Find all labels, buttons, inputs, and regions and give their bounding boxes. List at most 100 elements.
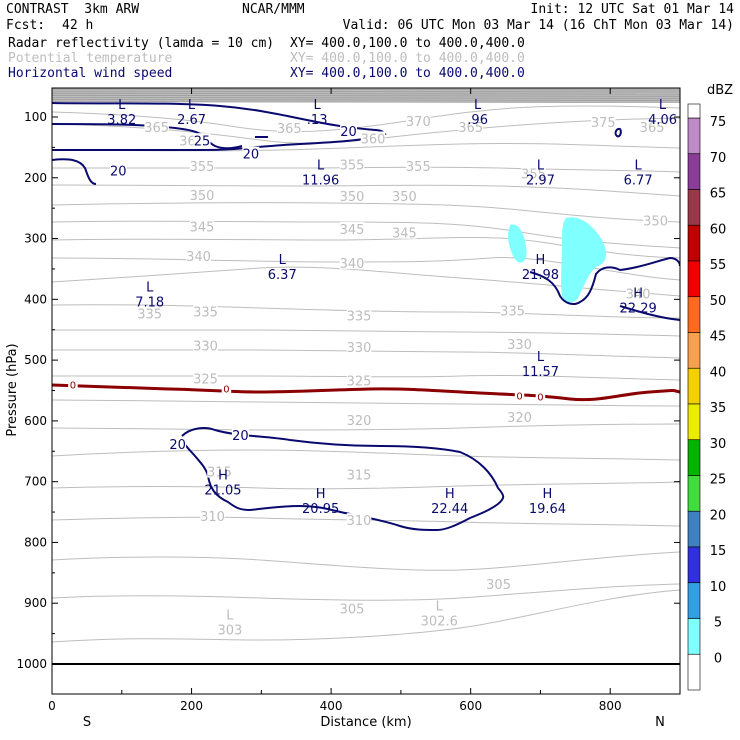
theta-label: 365: [458, 121, 483, 136]
theta-label: 335: [137, 308, 162, 323]
y-tick-label: 100: [24, 110, 47, 124]
theta-label-bg: [189, 188, 215, 202]
theta-contour: [52, 105, 680, 133]
wind-label: 20: [340, 125, 357, 140]
theta-contour: [52, 166, 680, 173]
extremum-type: H: [536, 253, 546, 268]
field-name-theta: Potential temperature: [8, 51, 173, 66]
theta-contour: [52, 449, 680, 461]
extremum-type: L: [537, 350, 545, 365]
colorbar-swatch: [687, 510, 701, 548]
theta-label-bg: [521, 166, 546, 180]
theta-label-bg: [346, 373, 372, 387]
theta-label-bg: [193, 338, 218, 352]
extremum-type: H: [316, 487, 326, 502]
field-name-reflectivity: Radar reflectivity (lamda = 10 cm): [8, 36, 275, 51]
wind-label: 20: [110, 165, 127, 180]
colorbar-swatch: [687, 618, 701, 655]
center-label: NCAR/MMM: [242, 2, 305, 17]
y-tick-label: 900: [24, 596, 47, 610]
extremum-type: L: [226, 608, 234, 623]
y-tick-label: 1000: [16, 657, 47, 671]
theta-label: 335: [347, 309, 372, 324]
theta-label-bg: [392, 189, 417, 203]
wind-label-bg: [193, 133, 211, 147]
colorbar-swatch: [687, 403, 701, 441]
field-xy-reflectivity: XY= 400.0,100.0 to 400.0,400.0: [290, 36, 525, 51]
colorbar-swatch: [687, 224, 701, 262]
theta-label: 335: [500, 304, 525, 319]
colorbar-swatch: [687, 117, 701, 155]
colorbar-label: 65: [710, 187, 727, 202]
theta-label-bg: [500, 303, 525, 317]
theta-label: 325: [347, 374, 372, 389]
extremum-type: H: [445, 487, 455, 502]
extremum-value: 19.64: [529, 502, 566, 517]
wind-label-bg: [340, 124, 358, 138]
theta-label-bg: [625, 286, 651, 300]
colorbar-label: 30: [710, 437, 727, 452]
forecast-hour-label: Fcst:: [6, 18, 46, 33]
extremum-value: 22.44: [431, 502, 468, 517]
colorbar-label: 20: [710, 508, 727, 523]
extremum-value: 7.18: [135, 295, 164, 310]
colorbar-swatch: [687, 296, 701, 333]
theta-label-bg: [346, 308, 372, 322]
theta-label-bg: [643, 213, 668, 227]
wind-label-bg: [231, 428, 249, 442]
y-tick-label: 600: [24, 414, 47, 428]
freezing-label-bg: [221, 380, 232, 394]
theta-contour: [52, 423, 680, 431]
wind-label-bg: [242, 146, 260, 160]
theta-label-bg: [339, 222, 365, 236]
colorbar-swatch: [687, 439, 701, 476]
theta-label-bg: [193, 304, 218, 318]
freezing-label-bg: [68, 376, 78, 390]
theta-label: 320: [507, 411, 532, 426]
extremum-value: 2.97: [526, 174, 555, 189]
theta-contour: [52, 202, 680, 223]
field-xy-theta: XY= 400.0,100.0 to 400.0,400.0: [290, 51, 525, 66]
wind-label: 20: [243, 148, 260, 163]
freezing-label: 0: [70, 380, 76, 391]
freezing-level-line: [52, 383, 680, 402]
x-end-label-south: S: [83, 715, 91, 730]
theta-label-bg: [186, 248, 211, 262]
wind-label: 20: [232, 429, 249, 444]
theta-label: 340: [186, 250, 211, 265]
colorbar-swatch: [687, 546, 701, 584]
theta-label: 340: [340, 257, 365, 272]
reflectivity-echo: [561, 217, 607, 303]
forecast-hour-value: 42 h: [62, 18, 94, 33]
theta-label-bg: [360, 131, 386, 145]
theta-label: 330: [347, 341, 372, 356]
colorbar-label: 0: [714, 651, 722, 666]
colorbar-swatch: [687, 367, 701, 405]
valid-time: Valid: 06 UTC Mon 03 Mar 14 (16 ChT Mon …: [342, 18, 734, 33]
theta-label-bg: [276, 121, 302, 135]
theta-label: 355: [190, 160, 215, 175]
extremum-type: L: [279, 253, 287, 268]
theta-label: 305: [486, 578, 511, 593]
theta-label-bg: [144, 119, 169, 133]
y-tick-label: 400: [24, 292, 47, 306]
theta-label: 365: [640, 121, 665, 136]
theta-contour: [52, 551, 680, 571]
theta-label-bg: [137, 306, 162, 320]
theta-label-bg: [346, 513, 372, 527]
y-tick-label: 700: [24, 475, 47, 489]
y-axis-label: Pressure (hPa): [5, 343, 20, 436]
theta-contour: [52, 481, 680, 490]
extremum-type: H: [543, 487, 553, 502]
extremum-type: L: [317, 159, 325, 174]
extremum-value: 21.98: [522, 268, 559, 283]
colorbar-swatch: [687, 653, 701, 691]
extremum-type: L: [118, 98, 126, 113]
theta-label-bg: [339, 189, 365, 203]
colorbar-swatch: [687, 260, 701, 298]
theta-label-bg: [339, 601, 365, 615]
theta-label: 365: [144, 121, 169, 136]
theta-label: 355: [521, 168, 546, 183]
colorbar-label: 70: [710, 151, 727, 166]
